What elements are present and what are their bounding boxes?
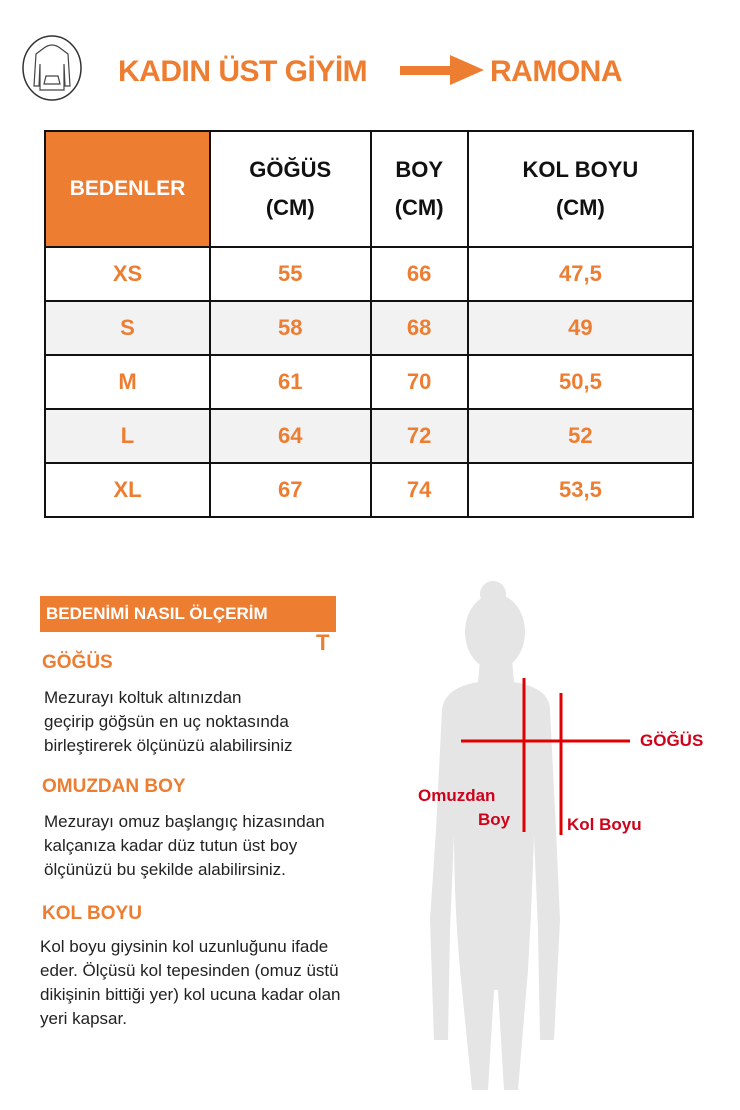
value-cell: 49	[466, 300, 695, 356]
value-cell: 70	[369, 354, 469, 410]
brand-name: RAMONA	[490, 55, 623, 88]
value-cell: 67	[209, 462, 372, 518]
column-header: GÖĞÜS (CM)	[209, 130, 372, 248]
section-text: Kol boyu giysinin kol uzunluğunu ifade ed…	[40, 937, 341, 1028]
table-header-row: BEDENLER GÖĞÜS (CM) BOY (CM) KOL BOYU (CM)	[44, 130, 695, 248]
body-silhouette	[430, 581, 630, 1090]
size-cell: M	[44, 354, 211, 410]
value-cell: 50,5	[466, 354, 695, 410]
column-header: BOY (CM)	[369, 130, 469, 248]
section-title: OMUZDAN BOY	[42, 776, 186, 797]
table-row: XS 55 66 47,5	[44, 246, 695, 302]
value-cell: 74	[369, 462, 469, 518]
category-title: KADIN ÜST GİYİM	[118, 55, 368, 88]
value-cell: 72	[369, 408, 469, 464]
table-row: S 58 68 49	[44, 300, 695, 356]
guide-heading: BEDENİMİ NASIL ÖLÇERİM	[40, 596, 336, 632]
value-cell: 55	[209, 246, 372, 302]
size-cell: L	[44, 408, 211, 464]
column-header: BEDENLER	[44, 130, 211, 248]
sleeve-label: Kol Boyu	[567, 815, 642, 834]
table-row: L 64 72 52	[44, 408, 695, 464]
table-row: M 61 70 50,5	[44, 354, 695, 410]
section-text: Mezurayı koltuk altınızdan geçirip göğsün…	[44, 688, 293, 755]
value-cell: 58	[209, 300, 372, 356]
value-cell: 66	[369, 246, 469, 302]
hoodie-icon	[22, 35, 82, 101]
size-table: BEDENLER GÖĞÜS (CM) BOY (CM) KOL BOYU (CM) …	[44, 130, 695, 518]
section-text: Mezurayı omuz başlangıç hizasından kalçan…	[44, 812, 325, 879]
value-cell: 64	[209, 408, 372, 464]
arrow-right-icon	[400, 55, 484, 85]
chest-label: GÖĞÜS	[640, 731, 704, 750]
section-title: GÖĞÜS	[42, 652, 113, 673]
length-label: Omuzdan	[418, 786, 496, 805]
value-cell: 52	[466, 408, 695, 464]
length-label-2: Boy	[478, 810, 511, 829]
column-header: KOL BOYU (CM)	[466, 130, 695, 248]
value-cell: 47,5	[466, 246, 695, 302]
value-cell: 61	[209, 354, 372, 410]
value-cell: 53,5	[466, 462, 695, 518]
size-cell: XS	[44, 246, 211, 302]
section-title: KOL BOYU	[42, 903, 142, 924]
heading-mark: T	[316, 630, 330, 655]
value-cell: 68	[369, 300, 469, 356]
size-cell: XL	[44, 462, 211, 518]
table-row: XL 67 74 53,5	[44, 462, 695, 518]
size-cell: S	[44, 300, 211, 356]
